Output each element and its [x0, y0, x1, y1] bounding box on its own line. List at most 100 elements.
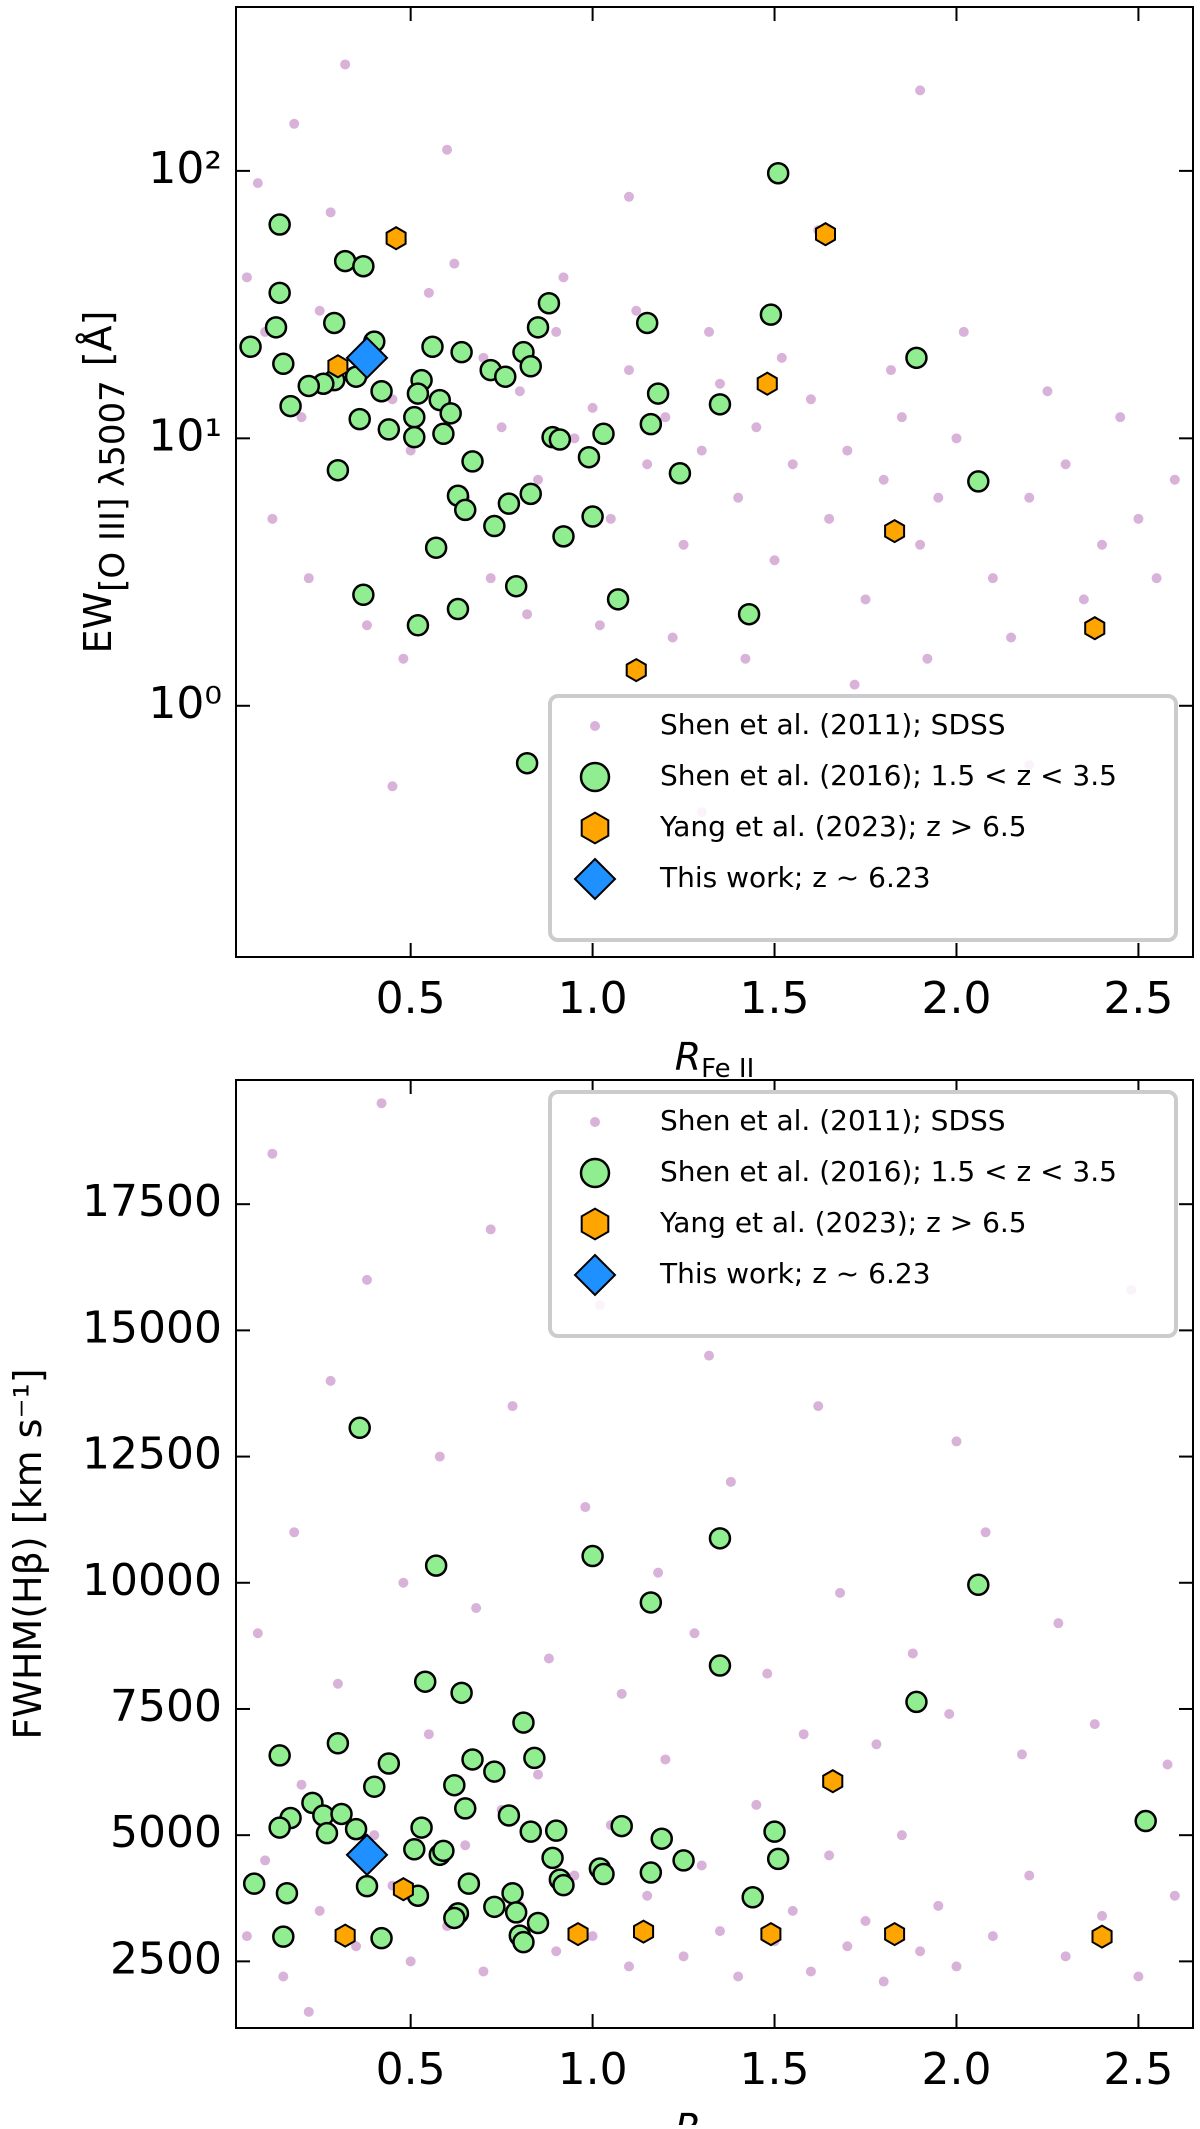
sdss-point	[1060, 459, 1071, 470]
sdss-point	[507, 1401, 518, 1412]
yang2023-point	[625, 657, 647, 683]
yang2023-point	[633, 1919, 655, 1944]
shen2016-point	[523, 1746, 546, 1770]
shen2016-point	[737, 602, 761, 626]
sdss-point	[787, 459, 798, 470]
shen2016-point	[443, 1773, 466, 1797]
shen2016-point	[515, 751, 539, 775]
yang2023-point	[327, 354, 349, 379]
shen2016-point	[439, 402, 462, 425]
shen2016-point	[577, 445, 601, 469]
shen2016-point	[370, 1926, 393, 1950]
sdss-point	[842, 445, 853, 456]
shen2016-point	[297, 374, 321, 398]
yang2023-point	[822, 1769, 844, 1794]
shen2016-point	[322, 311, 346, 335]
shen2016-point	[639, 412, 663, 436]
shen2016-point	[639, 1861, 663, 1884]
shen2016-point	[741, 1886, 764, 1909]
shen2016-point	[446, 597, 470, 621]
sdss-point	[824, 513, 835, 524]
shen2016-point	[763, 1820, 786, 1843]
shen2016-point	[668, 462, 692, 485]
sdss-point	[623, 365, 634, 376]
y-label-sub: [O III] λ5007	[93, 380, 133, 592]
this-work-point	[345, 336, 389, 380]
legend-marker	[590, 721, 600, 731]
sdss-point	[351, 1941, 362, 1952]
sdss-point	[642, 459, 653, 470]
sdss-point	[314, 1905, 325, 1916]
sdss-point	[704, 1350, 715, 1361]
sdss-point	[704, 326, 715, 337]
sdss-point	[423, 1729, 434, 1740]
y-tick-label: 5000	[110, 1807, 222, 1858]
shen2016-point	[483, 1760, 506, 1783]
sdss-point	[387, 781, 398, 792]
shen2016-point	[544, 1819, 568, 1842]
shen2016-point	[443, 1906, 466, 1930]
sdss-point	[842, 1941, 853, 1952]
sdss-point	[325, 207, 336, 218]
sdss-point	[289, 1527, 300, 1538]
y-label-unit: [Å]	[76, 311, 120, 367]
shen2016-point	[708, 1527, 732, 1550]
legend-marker	[580, 1207, 610, 1241]
y-tick-label: 10000	[82, 1555, 222, 1606]
legend-label: This work; z ~ 6.23	[659, 861, 931, 894]
sdss-point	[1097, 539, 1108, 550]
sdss-point	[915, 539, 926, 550]
sdss-point	[678, 1951, 689, 1962]
x-axis-label: RFe II	[675, 2106, 755, 2126]
shen2016-point	[264, 316, 288, 339]
shen2016-point	[504, 1901, 528, 1924]
sdss-point	[623, 1961, 634, 1972]
sdss-point	[442, 144, 453, 155]
sdss-point	[332, 1678, 343, 1689]
sdss-point	[478, 1966, 489, 1977]
sdss-point	[449, 258, 460, 269]
sdss-point	[944, 1709, 955, 1720]
sdss-point	[733, 492, 744, 503]
yang2023-point	[756, 371, 778, 396]
sdss-point	[787, 1905, 798, 1916]
sdss-point	[696, 1860, 707, 1871]
shen2016-point	[348, 407, 371, 431]
legend-label: Shen et al. (2016); 1.5 < z < 3.5	[660, 759, 1117, 792]
sdss-point	[1053, 1618, 1064, 1629]
sdss-point	[361, 1274, 372, 1285]
shen2016-point	[526, 1911, 550, 1935]
sdss-point	[1024, 1870, 1035, 1881]
sdss-point	[860, 1915, 871, 1926]
y-tick-label: 10¹	[148, 410, 222, 461]
sdss-point	[849, 679, 860, 690]
x-label-main: R	[675, 1035, 701, 1079]
sdss-point	[678, 539, 689, 550]
shen2016-point	[424, 1554, 448, 1577]
sdss-point	[296, 1779, 307, 1790]
shen2016-point	[403, 405, 426, 429]
sdss-point	[878, 1976, 889, 1987]
yang2023-point	[815, 222, 836, 247]
shen2016-point	[272, 1925, 295, 1948]
x-tick-label: 2.5	[1103, 2044, 1173, 2095]
shen2016-point	[370, 379, 393, 403]
sdss-point	[714, 1926, 725, 1937]
shen2016-point	[421, 335, 444, 359]
shen2016-point	[519, 355, 542, 378]
shen2016-point	[275, 1881, 299, 1905]
shen2016-point	[526, 316, 550, 339]
shen2016-point	[635, 311, 659, 335]
shen2016-point	[759, 303, 783, 326]
sdss-point	[1024, 492, 1035, 503]
sdss-point	[1169, 474, 1180, 485]
sdss-point	[958, 326, 969, 337]
sdss-point	[1016, 1749, 1027, 1760]
yang2023-point	[567, 1921, 589, 1947]
sdss-point	[933, 1900, 944, 1911]
yang2023-point	[1084, 616, 1106, 641]
x-tick-label: 2.0	[921, 973, 991, 1024]
shen2016-point	[967, 470, 990, 493]
sdss-point	[1078, 594, 1089, 605]
sdss-point	[533, 1769, 544, 1780]
